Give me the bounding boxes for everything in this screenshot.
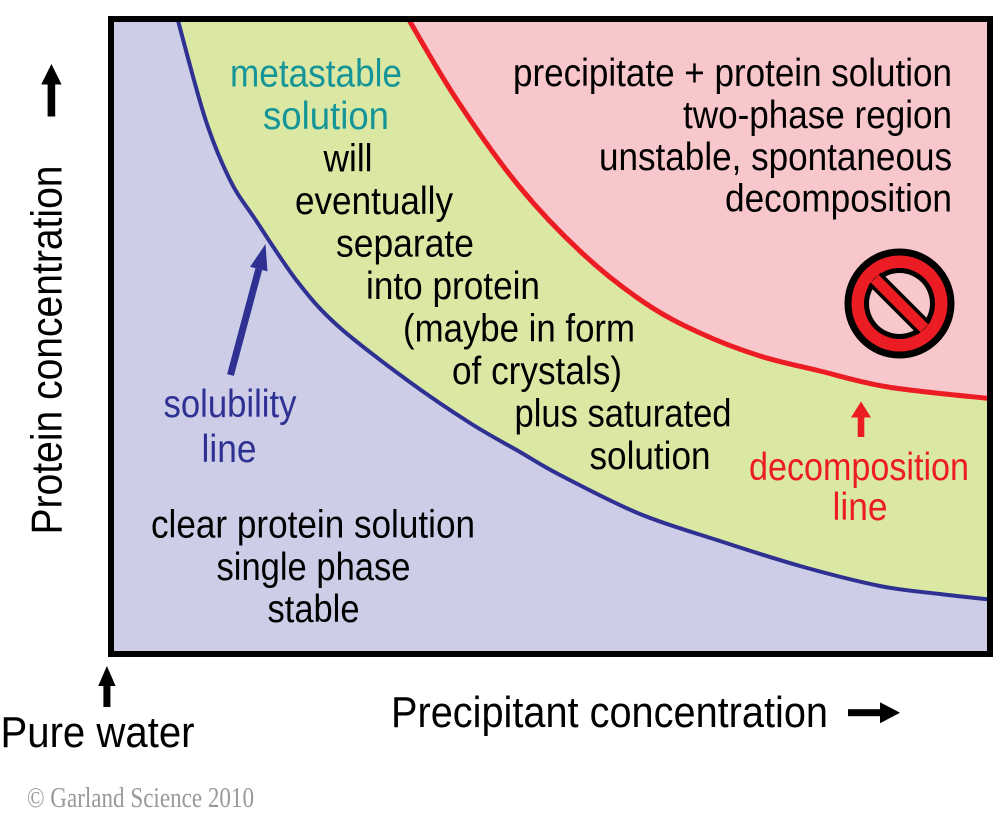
svg-text:decomposition: decomposition bbox=[725, 178, 952, 221]
svg-text:Protein concentration: Protein concentration bbox=[23, 166, 72, 535]
svg-text:(maybe in form: (maybe in form bbox=[403, 308, 635, 351]
svg-text:single phase: single phase bbox=[217, 546, 411, 589]
svg-text:decomposition: decomposition bbox=[749, 446, 969, 489]
svg-text:plus saturated: plus saturated bbox=[515, 393, 732, 436]
svg-text:Precipitant concentration: Precipitant concentration bbox=[391, 688, 828, 737]
svg-text:metastable: metastable bbox=[230, 53, 402, 96]
svg-text:solution: solution bbox=[263, 95, 389, 138]
svg-text:unstable, spontaneous: unstable, spontaneous bbox=[599, 136, 952, 179]
svg-text:precipitate + protein solution: precipitate + protein solution bbox=[513, 52, 952, 95]
svg-text:will: will bbox=[323, 138, 373, 181]
svg-text:into protein: into protein bbox=[366, 265, 540, 308]
svg-text:solution: solution bbox=[590, 435, 711, 478]
svg-text:line: line bbox=[202, 428, 257, 471]
svg-text:clear protein solution: clear protein solution bbox=[151, 504, 475, 547]
svg-text:stable: stable bbox=[268, 588, 360, 631]
svg-text:solubility: solubility bbox=[164, 383, 297, 426]
svg-text:separate: separate bbox=[336, 223, 474, 266]
svg-text:two-phase region: two-phase region bbox=[683, 94, 952, 137]
svg-text:© Garland Science 2010: © Garland Science 2010 bbox=[27, 783, 254, 814]
svg-text:of crystals): of crystals) bbox=[452, 350, 622, 393]
svg-text:Pure water: Pure water bbox=[1, 708, 195, 757]
svg-text:line: line bbox=[833, 486, 888, 529]
svg-text:eventually: eventually bbox=[295, 180, 453, 223]
